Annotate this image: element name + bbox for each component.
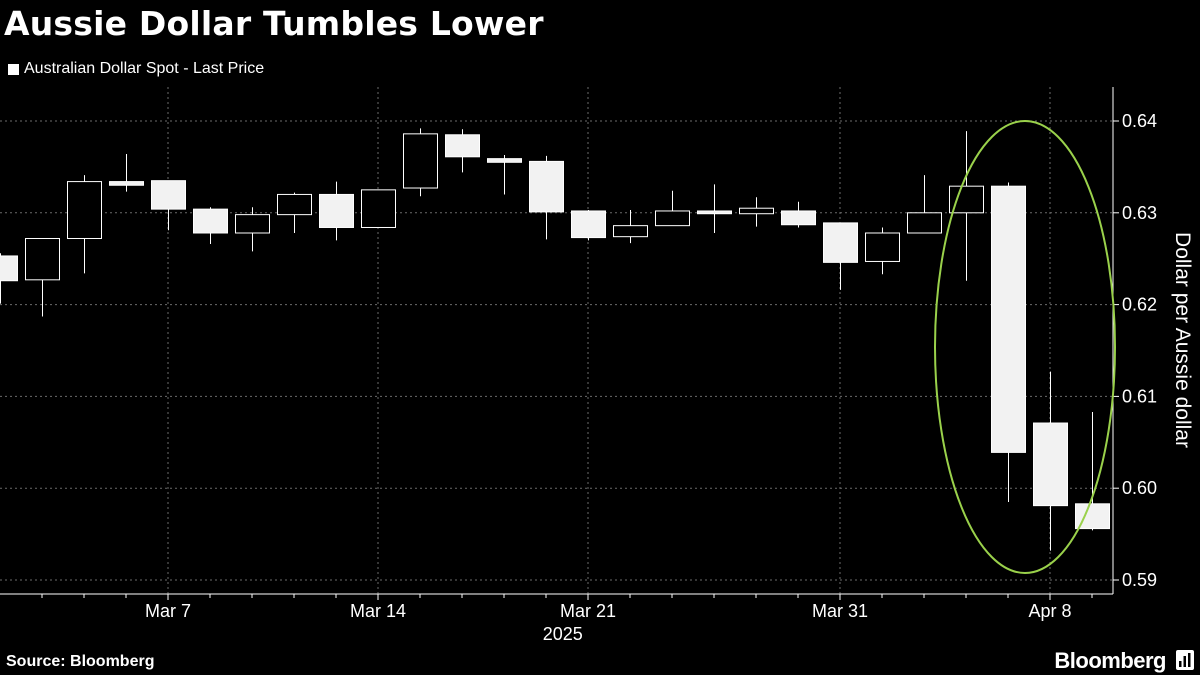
candle-body [151,180,186,210]
candle-body [613,225,648,238]
candle-body [277,193,312,216]
x-tick-label: Mar 31 [812,601,868,621]
candle-body [823,222,858,263]
candle-body [487,158,522,163]
candle-body [1033,422,1068,507]
candle-body [235,214,270,234]
bloomberg-logo: Bloomberg [1054,648,1166,673]
candle-body [571,210,606,239]
candle-body [697,210,732,215]
candle-body [991,185,1026,453]
candle-body [445,134,480,158]
y-tick-label: 0.60 [1122,478,1157,498]
x-tick-label: Mar 14 [350,601,406,621]
legend: Australian Dollar Spot - Last Price [8,60,264,78]
candle-body [907,212,942,234]
candle-body [949,185,984,214]
candle-body [0,255,18,282]
chart-title: Aussie Dollar Tumbles Lower [4,4,544,43]
y-tick-label: 0.64 [1122,111,1157,131]
y-tick-label: 0.63 [1122,203,1157,223]
x-tick-label: Apr 8 [1028,601,1071,621]
highlight-ellipse [934,120,1116,574]
y-tick-label: 0.62 [1122,295,1157,315]
candle-body [109,181,144,186]
candle-body [781,210,816,226]
candle-body [193,208,228,234]
candle-body [403,133,438,189]
x-tick-label: Mar 7 [145,601,191,621]
candle-body [67,181,102,240]
candle-body [361,189,396,228]
legend-swatch [8,63,19,75]
candle-body [529,160,564,213]
y-tick-label: 0.61 [1122,386,1157,406]
y-axis-label: Dollar per Aussie dollar [1171,232,1194,448]
candle-body [865,232,900,262]
y-tick-label: 0.59 [1122,570,1157,590]
x-tick-label: Mar 21 [560,601,616,621]
legend-label: Australian Dollar Spot - Last Price [24,60,265,77]
candle-body [319,193,354,228]
chart-logo-icon [1176,650,1194,670]
source-note: Source: Bloomberg [6,653,155,670]
candle-body [739,207,774,215]
candle-body [655,210,690,227]
candle-body [25,238,60,281]
x-year-label: 2025 [543,624,583,644]
